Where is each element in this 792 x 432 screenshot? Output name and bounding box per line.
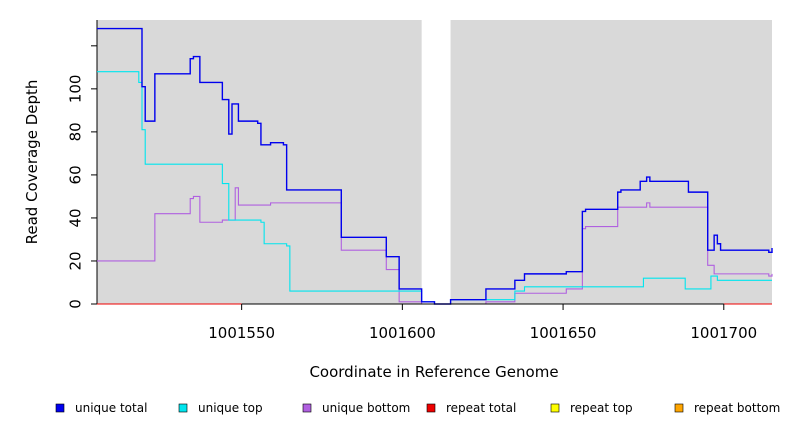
legend-item: unique bottom xyxy=(302,401,410,415)
coverage-gap xyxy=(421,20,451,304)
y-ticks: 0 20 40 60 80 100 xyxy=(66,45,97,309)
x-tick-label: 1001600 xyxy=(369,324,436,342)
legend-item: repeat bottom xyxy=(674,401,780,415)
y-tick-label: 80 xyxy=(66,122,84,141)
legend-item: repeat total xyxy=(426,401,516,415)
x-tick-label: 1001550 xyxy=(208,324,275,342)
legend-swatch xyxy=(178,403,188,413)
legend-swatch xyxy=(55,403,65,413)
y-tick-label: 0 xyxy=(66,299,84,309)
series-line-unique-top xyxy=(97,71,772,305)
legend-swatch xyxy=(550,403,560,413)
y-tick-label: 40 xyxy=(66,208,84,227)
series-line-unique-total xyxy=(97,27,773,305)
legend-label: repeat bottom xyxy=(694,401,780,415)
y-tick-label: 100 xyxy=(66,75,84,104)
legend-label: repeat total xyxy=(446,401,516,415)
y-tick-label: 60 xyxy=(66,165,84,184)
legend-label: repeat top xyxy=(570,401,633,415)
legend-swatch xyxy=(674,403,684,413)
legend-label: unique bottom xyxy=(322,401,410,415)
legend-item: unique total xyxy=(55,401,147,415)
y-tick-label: 20 xyxy=(66,251,84,270)
legend-label: unique total xyxy=(75,401,147,415)
x-tick-label: 1001700 xyxy=(690,324,757,342)
x-tick-label: 1001650 xyxy=(530,324,597,342)
legend: unique total unique top unique bottom repea… xyxy=(55,401,780,415)
legend-label: unique top xyxy=(198,401,263,415)
y-axis-label: Read Coverage Depth xyxy=(23,80,41,245)
x-ticks: 1001550 1001600 1001650 1001700 xyxy=(208,303,757,342)
legend-swatch xyxy=(302,403,312,413)
legend-swatch xyxy=(426,403,436,413)
legend-item: repeat top xyxy=(550,401,633,415)
x-axis-label: Coordinate in Reference Genome xyxy=(309,363,558,381)
legend-item: unique top xyxy=(178,401,263,415)
